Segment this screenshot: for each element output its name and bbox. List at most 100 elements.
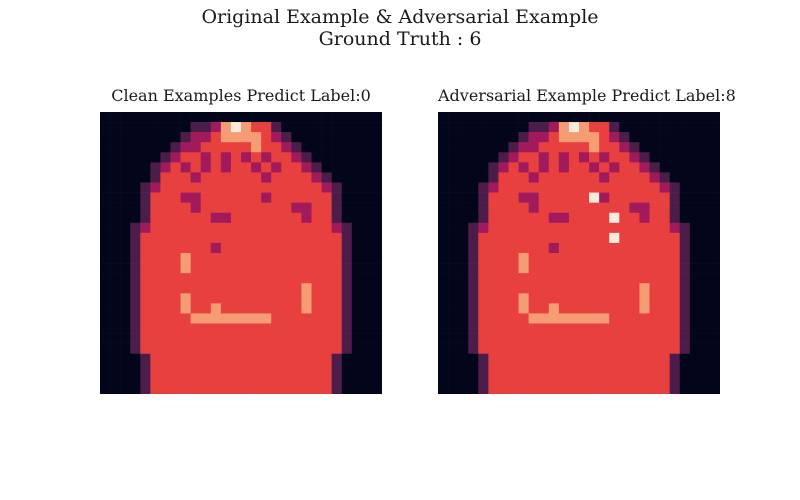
heatmap-cell [160, 303, 171, 314]
heatmap-cell [589, 172, 600, 183]
heatmap-cell [210, 293, 222, 304]
heatmap-cell [609, 303, 620, 314]
heatmap-cell [351, 242, 363, 254]
heatmap-cell [659, 192, 670, 203]
heatmap-cell [589, 293, 600, 304]
heatmap-cell [160, 343, 171, 355]
heatmap-cell [351, 172, 363, 183]
heatmap-cell [341, 182, 353, 193]
heatmap-cell [190, 373, 202, 385]
heatmap-cell [458, 313, 469, 324]
heatmap-cell [689, 323, 701, 334]
heatmap-cell [130, 323, 141, 334]
heatmap-cell [478, 273, 489, 284]
heatmap-cell [498, 152, 509, 163]
heatmap-cell [351, 112, 363, 123]
heatmap-cell [331, 353, 343, 365]
heatmap-cell [301, 182, 312, 193]
heatmap-cell [170, 212, 181, 224]
heatmap-cell [110, 242, 121, 254]
heatmap-cell [579, 142, 590, 153]
heatmap-cell [120, 182, 131, 193]
heatmap-cell [351, 212, 363, 224]
heatmap-cell [100, 333, 111, 344]
heatmap-cell [271, 293, 282, 304]
heatmap-cell [438, 132, 449, 143]
heatmap-cell [311, 263, 322, 274]
heatmap-cell [251, 172, 262, 183]
heatmap-cell [150, 192, 161, 203]
heatmap-cell [619, 112, 630, 123]
heatmap-cell [579, 232, 590, 244]
heatmap-cell [261, 383, 272, 394]
heatmap-cell [669, 273, 681, 284]
heatmap-cell [599, 152, 610, 163]
heatmap-cell [160, 313, 171, 324]
heatmap-cell [468, 222, 479, 234]
heatmap-cell [130, 132, 141, 143]
heatmap-cell [518, 333, 529, 344]
heatmap-cell [110, 182, 121, 193]
heatmap-cell [241, 383, 252, 394]
heatmap-cell [150, 263, 161, 274]
heatmap-cell [271, 182, 282, 193]
heatmap-cell [120, 132, 131, 143]
heatmap-cell [371, 383, 382, 394]
heatmap-cell [321, 313, 332, 324]
heatmap-cell [629, 142, 640, 153]
heatmap-cell [130, 313, 141, 324]
heatmap-cell [669, 333, 681, 344]
heatmap-cell [170, 253, 181, 264]
heatmap-cell [478, 383, 489, 394]
heatmap-cell [609, 232, 620, 244]
heatmap-cell [679, 333, 691, 344]
heatmap-cell [321, 172, 332, 183]
heatmap-cell [220, 313, 232, 324]
heatmap-cell [150, 172, 161, 183]
heatmap-cell [488, 232, 499, 244]
heatmap-cell [100, 263, 111, 274]
heatmap-cell [210, 323, 222, 334]
heatmap-cell [190, 112, 202, 123]
heatmap-cell [281, 283, 292, 294]
heatmap-cell [291, 343, 302, 355]
heatmap-cell [100, 313, 111, 324]
heatmap-cell [478, 333, 489, 344]
heatmap-cell [251, 112, 262, 123]
heatmap-cell [609, 293, 620, 304]
heatmap-cell [498, 182, 509, 193]
heatmap-cell [271, 303, 282, 314]
heatmap-cell [558, 132, 570, 143]
heatmap-cell [488, 222, 499, 234]
heatmap-cell [528, 273, 540, 284]
heatmap-cell [438, 383, 449, 394]
heatmap-cell [518, 313, 529, 324]
heatmap-cell [508, 112, 519, 123]
heatmap-cell [639, 212, 650, 224]
heatmap-cell [538, 353, 550, 365]
heatmap-cell [371, 273, 382, 284]
heatmap-cell [609, 383, 620, 394]
heatmap-cell [639, 202, 650, 214]
heatmap-cell [140, 112, 151, 123]
heatmap-cell [438, 222, 449, 234]
heatmap-cell [241, 182, 252, 193]
heatmap-cell [301, 363, 312, 375]
heatmap-cell [331, 242, 343, 254]
heatmap-cell [619, 212, 630, 224]
heatmap-cell [568, 232, 580, 244]
heatmap-cell [448, 152, 459, 163]
heatmap-cell [110, 353, 121, 365]
heatmap-cell [230, 333, 242, 344]
heatmap-cell [351, 192, 363, 203]
heatmap-cell [659, 152, 670, 163]
heatmap-cell [170, 142, 181, 153]
heatmap-cell [281, 383, 292, 394]
heatmap-cell [150, 253, 161, 264]
heatmap-cell [170, 232, 181, 244]
heatmap-cell [130, 192, 141, 203]
heatmap-cell [150, 162, 161, 173]
heatmap-cell [180, 313, 191, 324]
heatmap-cell [251, 283, 262, 294]
heatmap-cell [230, 162, 242, 173]
